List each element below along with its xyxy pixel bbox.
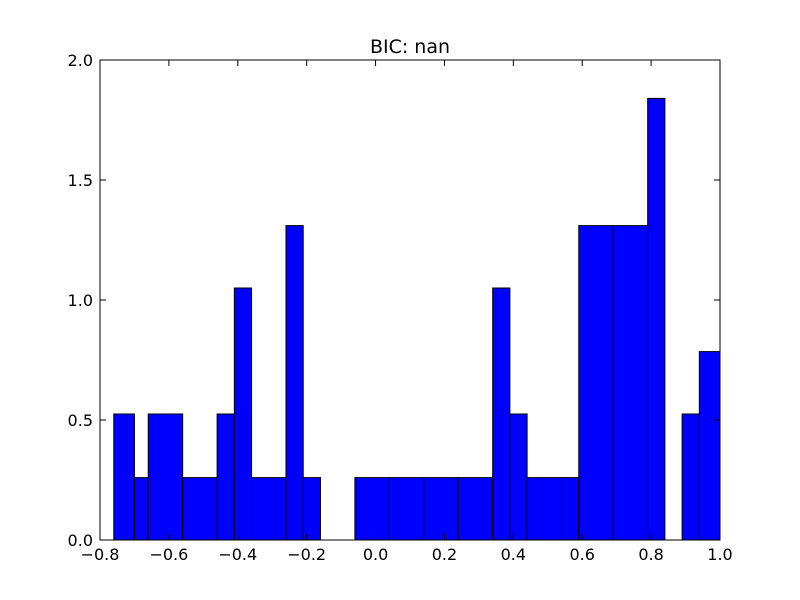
y-tick-label-2: 1.0	[68, 291, 93, 310]
chart-title: BIC: nan	[370, 36, 450, 58]
histogram-bar-8	[302, 477, 321, 541]
histogram-bar-23	[698, 351, 721, 541]
y-tick-label-4: 2.0	[68, 51, 93, 70]
histogram-bar-18	[578, 225, 614, 541]
histogram-bar-7	[285, 225, 304, 541]
x-tick-label-3: −0.2	[287, 545, 326, 564]
x-tick-label-4: 0.0	[363, 545, 388, 564]
x-tick-label-0: −0.8	[81, 545, 120, 564]
histogram-bar-16	[526, 477, 563, 541]
histogram-bar-15	[509, 413, 528, 541]
x-tick-label-1: −0.6	[149, 545, 188, 564]
y-tick-label-1: 0.5	[68, 411, 93, 430]
x-tick-label-7: 0.6	[569, 545, 594, 564]
histogram-bar-3	[182, 477, 218, 541]
histogram-bar-4	[216, 413, 235, 541]
x-tick-label-2: −0.4	[218, 545, 257, 564]
x-tick-label-9: 1.0	[707, 545, 732, 564]
x-tick-label-6: 0.4	[501, 545, 526, 564]
plot-frame	[99, 59, 721, 541]
histogram-bar-5	[233, 287, 253, 541]
histogram-bar-6	[251, 477, 287, 541]
histogram-bar-22	[681, 413, 700, 541]
histogram-bar-20	[647, 97, 666, 541]
tick-labels-group: −0.8 −0.6 −0.4 −0.2 0.0 0.2 0.4 0.6 0.8 1.0 0.0 0.5…	[68, 51, 733, 564]
histogram-bar-17	[561, 477, 580, 541]
x-tick-label-5: 0.2	[432, 545, 457, 564]
y-tick-label-0: 0.0	[68, 531, 93, 550]
x-tick-label-8: 0.8	[638, 545, 663, 564]
histogram-bar-0	[113, 413, 135, 541]
y-tick-label-3: 1.5	[68, 171, 93, 190]
histogram-bar-11	[388, 477, 425, 541]
histogram-bar-14	[492, 287, 511, 541]
histogram-bar-12	[423, 477, 459, 541]
histogram-bar-13	[457, 477, 494, 541]
histogram-bar-1	[133, 477, 149, 541]
histogram-bar-2	[147, 413, 184, 541]
histogram-bar-19	[612, 225, 649, 541]
histogram-bar-10	[354, 477, 390, 541]
bars-group	[113, 97, 721, 541]
